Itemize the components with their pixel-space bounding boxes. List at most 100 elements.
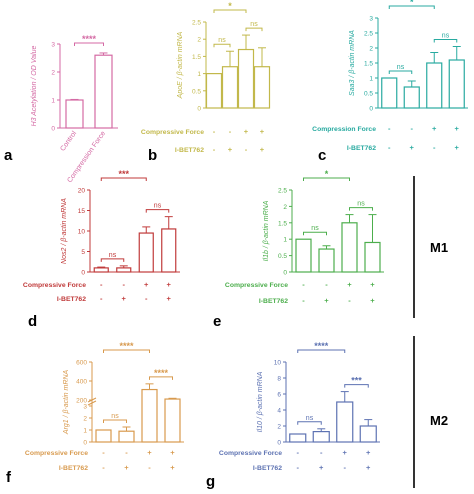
significance-bracket bbox=[344, 384, 369, 388]
treatment-mark: + bbox=[244, 127, 249, 136]
bar bbox=[138, 232, 154, 273]
treatment-row-label: Compressive Force bbox=[225, 282, 288, 289]
significance-bracket bbox=[103, 349, 150, 353]
bar bbox=[448, 59, 465, 109]
treatment-mark: - bbox=[213, 127, 216, 136]
treatment-row-label: Compressive Force bbox=[141, 129, 204, 136]
y-tick-label: 4 bbox=[277, 408, 281, 415]
y-tick-label: 10 bbox=[78, 229, 86, 236]
bar bbox=[237, 48, 255, 109]
significance-bracket bbox=[433, 39, 458, 43]
treatment-mark: - bbox=[102, 463, 105, 472]
treatment-mark: + bbox=[347, 280, 352, 289]
y-axis-label: Il1b / β-actin mRNA bbox=[263, 200, 270, 261]
treatment-mark: + bbox=[167, 294, 172, 303]
significance-bracket bbox=[297, 421, 322, 425]
treatment-row-label: Compression Force bbox=[312, 126, 376, 133]
y-tick-label: 2 bbox=[197, 37, 201, 44]
bar bbox=[336, 401, 354, 443]
significance-label: * bbox=[325, 169, 329, 179]
significance-bracket bbox=[149, 376, 173, 380]
y-axis-label: Il10 / β-actin mRNA bbox=[257, 371, 264, 432]
y-tick-label: 15 bbox=[78, 208, 86, 215]
treatment-row-label: I-BET762 bbox=[59, 465, 88, 472]
significance-bracket bbox=[303, 177, 350, 181]
bar bbox=[253, 66, 271, 109]
panel-letter-f: f bbox=[6, 469, 12, 486]
bar bbox=[95, 429, 112, 443]
y-tick-label: 1 bbox=[83, 428, 87, 435]
chart-b: 0 0.5 1 1.5 2 2.5 ApoE / β-actin mRNA ns ns * Comp… bbox=[141, 1, 271, 154]
y-tick-label: 0.5 bbox=[278, 253, 287, 260]
y-tick-label: 2 bbox=[51, 70, 55, 77]
y-tick-label: 2 bbox=[369, 46, 373, 53]
bar bbox=[164, 398, 181, 443]
y-tick-label: 400 bbox=[76, 379, 87, 386]
treatment-row-label: I-BET762 bbox=[253, 465, 282, 472]
y-tick-label: 1 bbox=[197, 71, 201, 78]
panel-letter-e: e bbox=[213, 313, 221, 330]
treatment-mark: - bbox=[344, 463, 347, 472]
treatment-row-label: Compressive Force bbox=[23, 282, 86, 289]
bar bbox=[93, 267, 109, 273]
significance-label: ns bbox=[218, 37, 226, 44]
bar bbox=[141, 388, 158, 443]
chart-e: 0 0.5 1 1.5 2 2.5 Il1b / β-actin mRNA ns ns * Comp… bbox=[225, 169, 384, 305]
significance-bracket bbox=[145, 209, 170, 213]
y-tick-label: 20 bbox=[78, 188, 86, 195]
treatment-mark: + bbox=[144, 280, 149, 289]
bar bbox=[205, 72, 223, 109]
treatment-mark: + bbox=[370, 280, 375, 289]
panel-letter-d: d bbox=[28, 313, 37, 330]
y-tick-label: 0 bbox=[369, 106, 373, 113]
significance-bracket bbox=[100, 177, 147, 181]
axis-break-mark bbox=[87, 400, 97, 406]
y-tick-label: 0.5 bbox=[364, 91, 373, 98]
treatment-mark: - bbox=[213, 145, 216, 154]
group-label-m1: M1 bbox=[430, 240, 448, 255]
significance-label: ns bbox=[311, 225, 319, 232]
significance-label: *** bbox=[118, 169, 129, 179]
treatment-mark: + bbox=[455, 124, 460, 133]
treatment-mark: + bbox=[366, 448, 371, 457]
treatment-mark: - bbox=[388, 143, 391, 152]
bar bbox=[289, 433, 307, 443]
y-tick-label: 0.5 bbox=[192, 88, 201, 95]
y-tick-label: 0 bbox=[197, 106, 201, 113]
bar bbox=[364, 241, 381, 273]
treatment-mark: + bbox=[324, 296, 329, 305]
y-tick-label: 2.5 bbox=[364, 31, 373, 38]
treatment-mark: - bbox=[388, 124, 391, 133]
treatment-mark: + bbox=[228, 145, 233, 154]
bar bbox=[116, 267, 132, 273]
y-tick-label: 1.5 bbox=[278, 220, 287, 227]
significance-label: ns bbox=[154, 203, 162, 210]
treatment-mark: + bbox=[167, 280, 172, 289]
significance-label: ns bbox=[306, 415, 314, 422]
treatment-mark: + bbox=[260, 127, 265, 136]
chart-d: 0 5 10 15 20 Nos2 / β-actin mRNA ns ns *** Compre… bbox=[23, 169, 180, 303]
y-tick-label: 0 bbox=[83, 440, 87, 447]
bar bbox=[341, 222, 358, 273]
significance-label: ns bbox=[111, 413, 119, 420]
y-tick-label: 1.5 bbox=[364, 61, 373, 68]
treatment-mark: - bbox=[302, 296, 305, 305]
treatment-mark: - bbox=[411, 124, 414, 133]
treatment-mark: - bbox=[148, 463, 151, 472]
y-tick-label: 0 bbox=[81, 270, 85, 277]
panel-letter-b: b bbox=[148, 147, 157, 164]
treatment-row-label: I-BET762 bbox=[57, 296, 86, 303]
y-axis-label: ApoE / β-actin mRNA bbox=[177, 31, 184, 99]
treatment-mark: + bbox=[319, 463, 324, 472]
bar bbox=[381, 77, 398, 109]
significance-bracket bbox=[74, 42, 104, 46]
y-tick-label: 5 bbox=[81, 249, 85, 256]
y-axis-label: Arg1 / β-actin mRNA bbox=[63, 370, 70, 436]
y-tick-label: 8 bbox=[277, 376, 281, 383]
bar bbox=[65, 99, 84, 129]
treatment-mark: - bbox=[125, 448, 128, 457]
treatment-mark: + bbox=[455, 143, 460, 152]
